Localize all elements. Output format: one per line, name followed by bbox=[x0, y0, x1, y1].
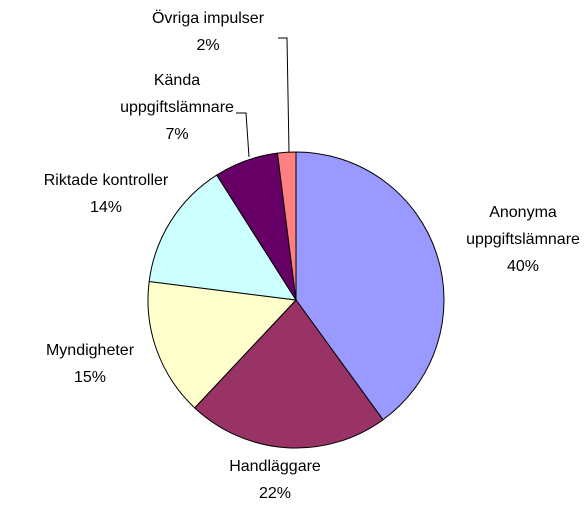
category-label: Riktade kontroller bbox=[43, 172, 169, 189]
slice-label: Anonyma uppgiftslämnare 40% bbox=[458, 199, 588, 280]
slice-label: Myndigheter 15% bbox=[20, 337, 160, 391]
value-label: 40% bbox=[506, 258, 540, 275]
value-label: 22% bbox=[258, 485, 292, 502]
pie-slice bbox=[147, 280, 298, 409]
category-label: Myndigheter bbox=[45, 342, 135, 359]
category-label: Kända uppgiftslämnare bbox=[120, 72, 234, 116]
pie-slice bbox=[295, 151, 445, 421]
value-label: 2% bbox=[196, 37, 220, 54]
slice-label: Kända uppgiftslämnare 7% bbox=[117, 67, 237, 148]
value-label: 15% bbox=[73, 369, 107, 386]
category-label: Övriga impulser bbox=[151, 10, 265, 27]
value-label: 14% bbox=[89, 199, 123, 216]
slice-label: Handläggare 22% bbox=[205, 453, 345, 507]
leader-line bbox=[236, 112, 250, 158]
value-label: 7% bbox=[165, 126, 189, 143]
pie-slice bbox=[276, 151, 297, 301]
slice-label: Övriga impulser 2% bbox=[120, 5, 296, 59]
pie-slice bbox=[148, 174, 297, 301]
category-label: Anonyma uppgiftslämnare bbox=[466, 204, 580, 248]
category-label: Handläggare bbox=[229, 458, 321, 475]
leader-line bbox=[278, 37, 290, 153]
slice-label: Riktade kontroller 14% bbox=[0, 167, 212, 221]
pie-slice bbox=[193, 299, 384, 449]
